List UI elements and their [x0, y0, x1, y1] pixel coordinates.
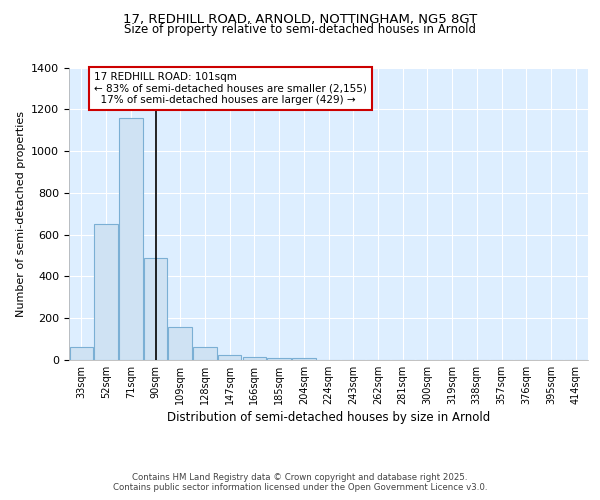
Y-axis label: Number of semi-detached properties: Number of semi-detached properties: [16, 111, 26, 317]
Bar: [292, 358, 316, 360]
Bar: [193, 348, 217, 360]
Bar: [70, 348, 93, 360]
Bar: [268, 358, 291, 360]
Text: 17 REDHILL ROAD: 101sqm
← 83% of semi-detached houses are smaller (2,155)
  17% : 17 REDHILL ROAD: 101sqm ← 83% of semi-de…: [94, 72, 367, 105]
Bar: [119, 118, 143, 360]
Bar: [218, 355, 241, 360]
Text: Size of property relative to semi-detached houses in Arnold: Size of property relative to semi-detach…: [124, 22, 476, 36]
Bar: [242, 357, 266, 360]
Text: 17, REDHILL ROAD, ARNOLD, NOTTINGHAM, NG5 8GT: 17, REDHILL ROAD, ARNOLD, NOTTINGHAM, NG…: [123, 12, 477, 26]
Bar: [169, 326, 192, 360]
Bar: [144, 258, 167, 360]
Text: Contains HM Land Registry data © Crown copyright and database right 2025.
Contai: Contains HM Land Registry data © Crown c…: [113, 473, 487, 492]
X-axis label: Distribution of semi-detached houses by size in Arnold: Distribution of semi-detached houses by …: [167, 411, 490, 424]
Bar: [94, 224, 118, 360]
